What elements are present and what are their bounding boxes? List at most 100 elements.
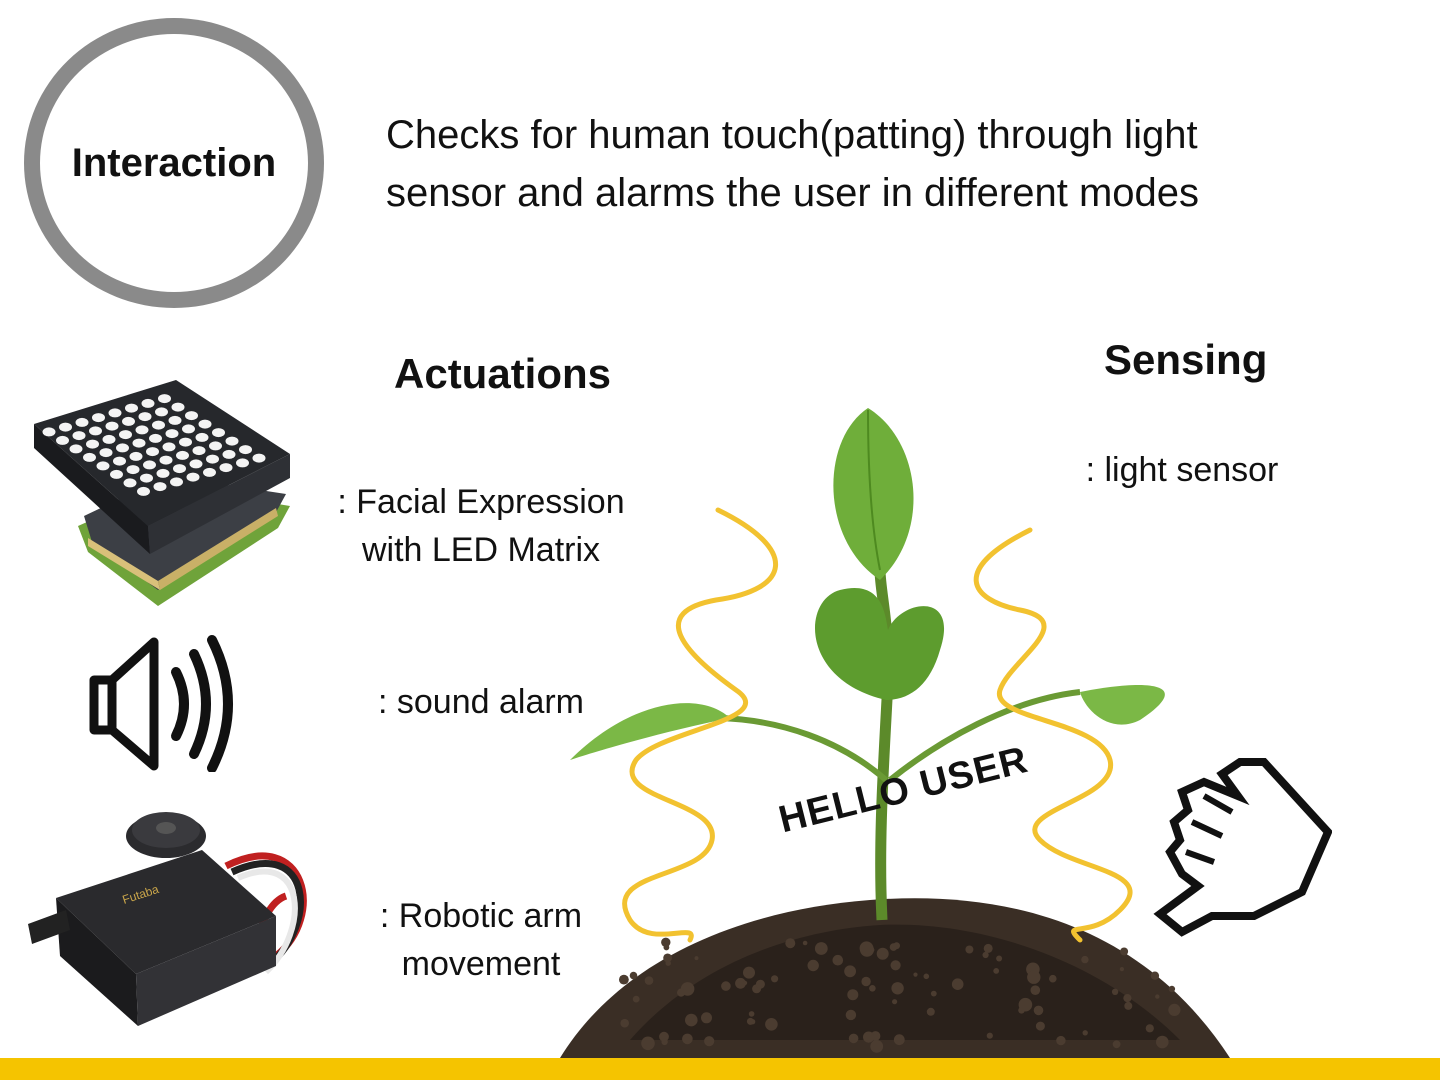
soil-speck: [996, 956, 1002, 962]
led-dot: [236, 458, 249, 467]
soil-speck: [1172, 1010, 1178, 1016]
soil-speck: [924, 974, 930, 980]
led-dot: [239, 445, 252, 454]
led-dot: [172, 403, 185, 412]
interaction-badge-label: Interaction: [72, 141, 276, 186]
led-dot: [157, 469, 170, 478]
soil-speck: [765, 1018, 778, 1031]
plant-icon: [540, 400, 1260, 1060]
actuations-heading: Actuations: [394, 350, 611, 398]
led-dot: [86, 440, 99, 449]
soil-speck: [1155, 994, 1159, 998]
soil-speck: [1120, 967, 1124, 971]
soil-speck: [1019, 998, 1033, 1012]
soil-speck: [771, 975, 778, 982]
soil-speck: [803, 941, 808, 946]
led-dot: [170, 477, 183, 486]
soil-speck: [890, 943, 898, 951]
led-dot: [187, 473, 200, 482]
soil-speck: [1027, 971, 1040, 984]
soil-speck: [1151, 972, 1159, 980]
led-dot: [226, 437, 239, 446]
soil-speck: [833, 955, 844, 966]
soil-speck: [1081, 956, 1088, 963]
led-dot: [149, 434, 162, 443]
soil-speck: [785, 938, 795, 948]
led-dot: [179, 438, 192, 447]
led-dot: [125, 404, 138, 413]
soil-speck: [870, 1040, 883, 1053]
led-dot: [143, 460, 156, 469]
pointer-hand-icon: [1152, 756, 1332, 946]
soil-speck: [749, 1011, 755, 1017]
soil-speck: [952, 978, 964, 990]
soil-speck: [993, 968, 999, 974]
soil-speck: [931, 991, 937, 997]
led-dot: [97, 461, 110, 470]
led-dot: [139, 412, 152, 421]
led-dot: [100, 448, 113, 457]
soil-speck: [1036, 1022, 1045, 1031]
soil-speck: [891, 982, 903, 994]
led-dot: [89, 426, 102, 435]
led-dot: [185, 411, 198, 420]
soil-speck: [892, 999, 897, 1004]
description-line-1: Checks for human touch(patting) through …: [386, 106, 1386, 164]
led-dot: [113, 457, 126, 466]
led-dot: [196, 433, 209, 442]
soil-speck: [695, 956, 699, 960]
led-dot: [73, 431, 86, 440]
led-dot: [253, 454, 266, 463]
soil-speck: [844, 965, 856, 977]
soil-speck: [913, 973, 917, 977]
soil-speck: [849, 1034, 859, 1044]
led-dot: [220, 463, 233, 472]
led-dot: [193, 446, 206, 455]
led-dot: [223, 450, 236, 459]
soil-speck: [863, 1032, 874, 1043]
soil-speck: [661, 1039, 667, 1045]
led-dot: [176, 451, 189, 460]
led-dot: [116, 443, 129, 452]
led-dot: [109, 408, 122, 417]
soil-speck: [808, 960, 819, 971]
led-dot: [203, 468, 216, 477]
description: Checks for human touch(patting) through …: [386, 106, 1386, 222]
soil-speck: [743, 967, 755, 979]
soil-speck: [847, 989, 858, 1000]
sensing-heading: Sensing: [1104, 336, 1267, 384]
soil-speck: [1112, 989, 1118, 995]
led-dot: [166, 429, 179, 438]
soil-speck: [619, 975, 629, 985]
soil-speck: [815, 942, 828, 955]
soil-speck: [1156, 1036, 1169, 1049]
led-dot: [119, 430, 132, 439]
soil-speck: [1169, 986, 1175, 992]
soil-speck: [861, 977, 870, 986]
soil-speck: [664, 945, 670, 951]
soil-speck: [984, 944, 993, 953]
soil-speck: [1031, 985, 1041, 995]
soil-speck: [860, 941, 874, 955]
led-dot: [110, 470, 123, 479]
led-dot: [137, 487, 150, 496]
soil-speck: [1120, 948, 1128, 956]
led-dot: [76, 418, 89, 427]
soil-speck: [983, 952, 989, 958]
led-dot: [59, 423, 72, 432]
soil-speck: [721, 981, 731, 991]
led-dot: [190, 459, 203, 468]
led-dot: [154, 482, 167, 491]
soil-speck: [630, 972, 638, 980]
soil-speck: [743, 981, 747, 985]
led-dot: [163, 442, 176, 451]
soil-speck: [1056, 1036, 1065, 1045]
soil-speck: [877, 948, 889, 960]
soil-speck: [894, 1034, 905, 1045]
soil-speck: [685, 1014, 698, 1027]
soil-speck: [846, 1010, 856, 1020]
led-dot: [122, 417, 135, 426]
led-dot: [127, 465, 140, 474]
led-dot: [146, 447, 159, 456]
led-matrix-icon: [28, 376, 298, 606]
